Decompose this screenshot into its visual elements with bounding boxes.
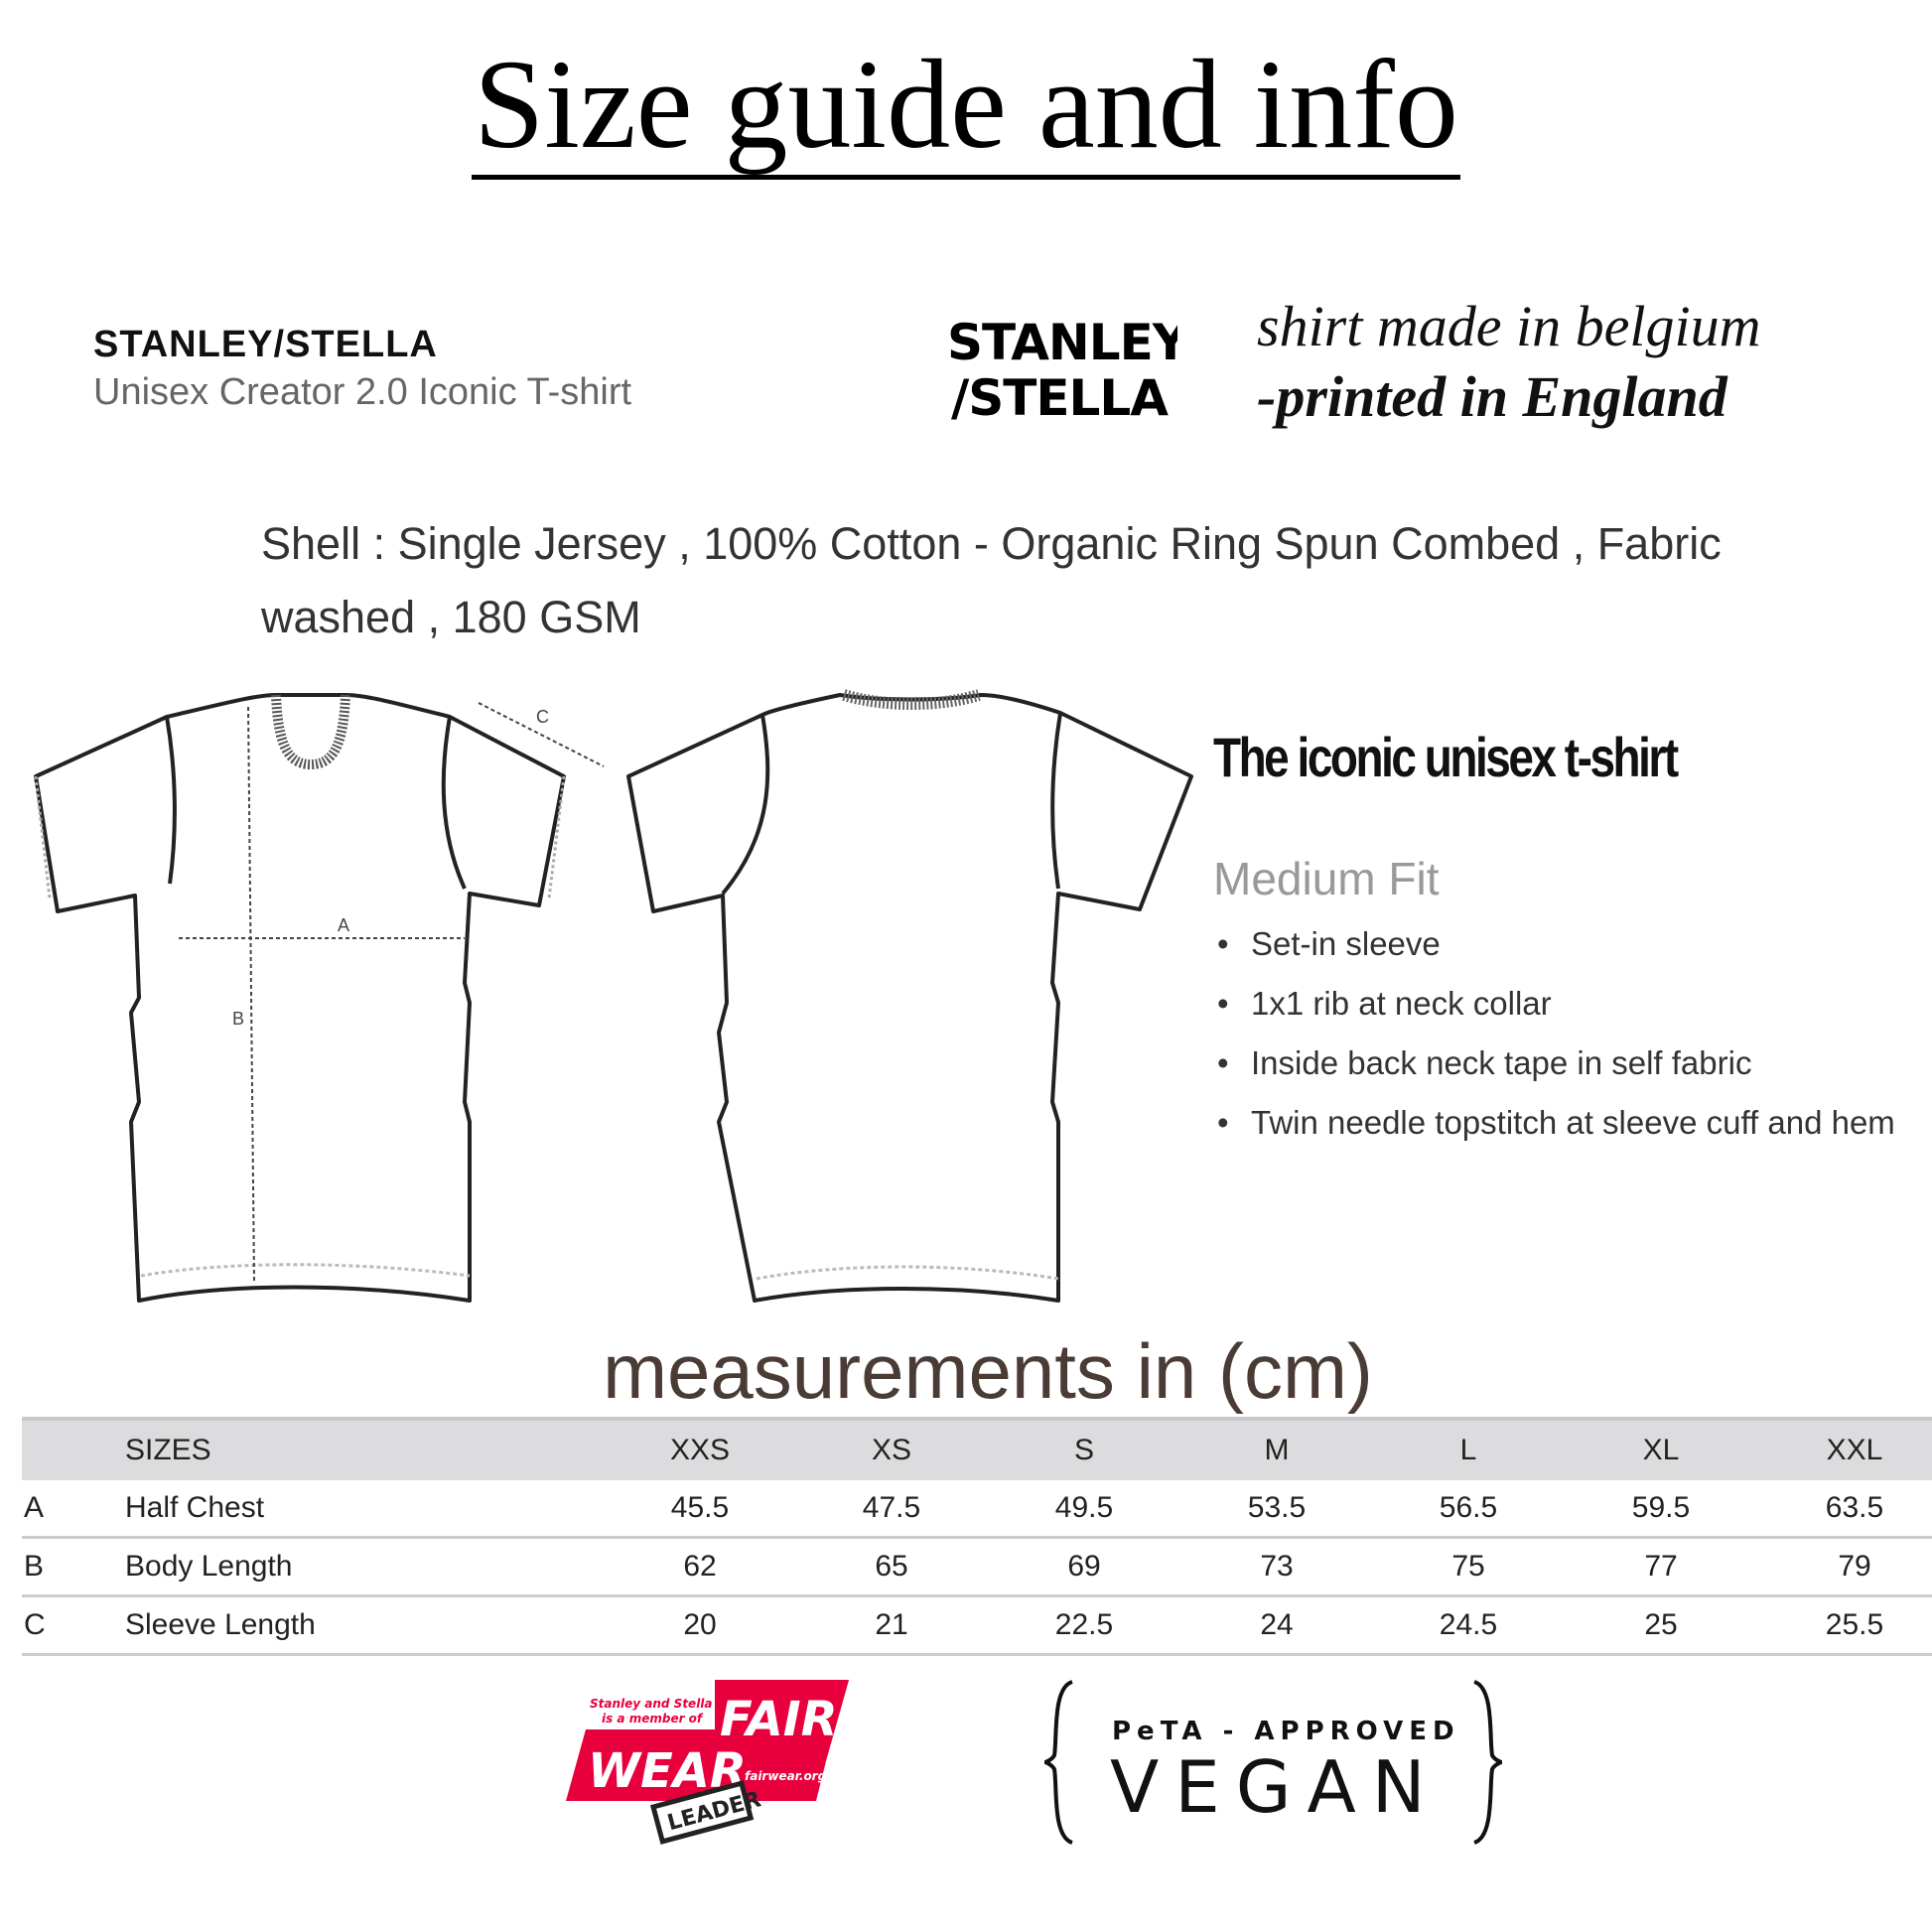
table-cell: 62 <box>683 1550 717 1583</box>
fairwear-line-1: Stanley and Stella <box>590 1697 713 1711</box>
table-cell: 45.5 <box>670 1491 730 1524</box>
shell-description-line-2: washed , 180 GSM <box>261 592 641 642</box>
made-in-text: shirt made in belgium <box>1257 294 1761 358</box>
table-cell: 59.5 <box>1631 1491 1691 1524</box>
row-label: Body Length <box>125 1550 293 1583</box>
logo-line-2: /STELLA <box>951 369 1169 425</box>
brand-name: STANLEY/STELLA <box>93 324 438 365</box>
row-key: A <box>24 1491 45 1524</box>
feature-item: Inside back neck tape in self fabric <box>1217 1044 1751 1082</box>
measurements-title: measurements in (cm) <box>603 1327 1373 1415</box>
header-size: XL <box>1642 1434 1680 1466</box>
header-size: XS <box>871 1434 912 1466</box>
row-key: C <box>24 1608 46 1641</box>
page-title: Size guide and info <box>0 30 1932 180</box>
shell-description-line-1: Shell : Single Jersey , 100% Cotton - Or… <box>261 518 1722 569</box>
stanley-stella-logo: STANLEY /STELLA <box>947 314 1177 425</box>
feature-item: Twin needle topstitch at sleeve cuff and… <box>1217 1104 1895 1142</box>
header-size: XXL <box>1826 1434 1883 1466</box>
fit-label: Medium Fit <box>1213 853 1440 904</box>
table-cell: 25.5 <box>1825 1608 1884 1641</box>
table-cell: 56.5 <box>1439 1491 1498 1524</box>
measure-label-c: C <box>536 707 549 727</box>
logo-line-1: STANLEY <box>947 314 1177 371</box>
table-cell: 53.5 <box>1247 1491 1307 1524</box>
header-size: L <box>1459 1434 1477 1466</box>
table-cell: 73 <box>1260 1550 1294 1583</box>
fairwear-line-2: is a member of <box>602 1712 704 1725</box>
measure-label-a: A <box>338 915 349 935</box>
table-row: C Sleeve Length 20 21 22.5 24 24.5 25 25.5 <box>22 1597 1932 1656</box>
fairwear-fair: FAIR <box>720 1692 838 1747</box>
table-header-row: SIZES XXS XS S M L XL XXL <box>22 1417 1932 1480</box>
size-table: SIZES XXS XS S M L XL XXL A Half Chest 45.… <box>22 1417 1932 1656</box>
table-cell: 63.5 <box>1825 1491 1884 1524</box>
row-key: B <box>24 1550 45 1583</box>
peta-vegan-badge: PeTA - APPROVED VEGAN <box>1043 1680 1503 1845</box>
feature-item: 1x1 rib at neck collar <box>1217 985 1552 1023</box>
table-cell: 47.5 <box>862 1491 921 1524</box>
feature-item: Set-in sleeve <box>1217 925 1441 963</box>
table-cell: 75 <box>1451 1550 1485 1583</box>
table-cell: 24.5 <box>1439 1608 1498 1641</box>
tshirt-back-diagram <box>626 689 1193 1303</box>
fair-wear-leader-badge: Stanley and Stella is a member of FAIR W… <box>566 1680 849 1845</box>
table-row: A Half Chest 45.5 47.5 49.5 53.5 56.5 59.5 63.5 <box>22 1480 1932 1539</box>
tshirt-front-diagram: A B C <box>34 693 605 1303</box>
table-cell: 22.5 <box>1054 1608 1114 1641</box>
table-cell: 65 <box>875 1550 908 1583</box>
table-cell: 21 <box>875 1608 908 1641</box>
fairwear-url: fairwear.org <box>745 1769 827 1783</box>
printed-in-text: -printed in England <box>1257 364 1727 429</box>
table-cell: 25 <box>1644 1608 1678 1641</box>
product-name: Unisex Creator 2.0 Iconic T-shirt <box>93 371 632 413</box>
row-label: Sleeve Length <box>125 1608 316 1641</box>
features-heading: The iconic unisex t-shirt <box>1213 726 1679 788</box>
table-cell: 69 <box>1067 1550 1101 1583</box>
table-cell: 20 <box>683 1608 717 1641</box>
table-row: B Body Length 62 65 69 73 75 77 79 <box>22 1539 1932 1597</box>
header-sizes: SIZES <box>125 1434 211 1466</box>
peta-approved-text: PeTA - APPROVED <box>1112 1717 1460 1746</box>
header-size: S <box>1073 1434 1095 1466</box>
header-size: M <box>1264 1434 1290 1466</box>
vegan-text: VEGAN <box>1110 1745 1442 1829</box>
header-size: XXS <box>669 1434 731 1466</box>
table-cell: 79 <box>1838 1550 1871 1583</box>
measure-label-b: B <box>232 1009 244 1029</box>
row-label: Half Chest <box>125 1491 265 1524</box>
table-cell: 24 <box>1260 1608 1294 1641</box>
table-cell: 49.5 <box>1054 1491 1114 1524</box>
table-cell: 77 <box>1644 1550 1678 1583</box>
